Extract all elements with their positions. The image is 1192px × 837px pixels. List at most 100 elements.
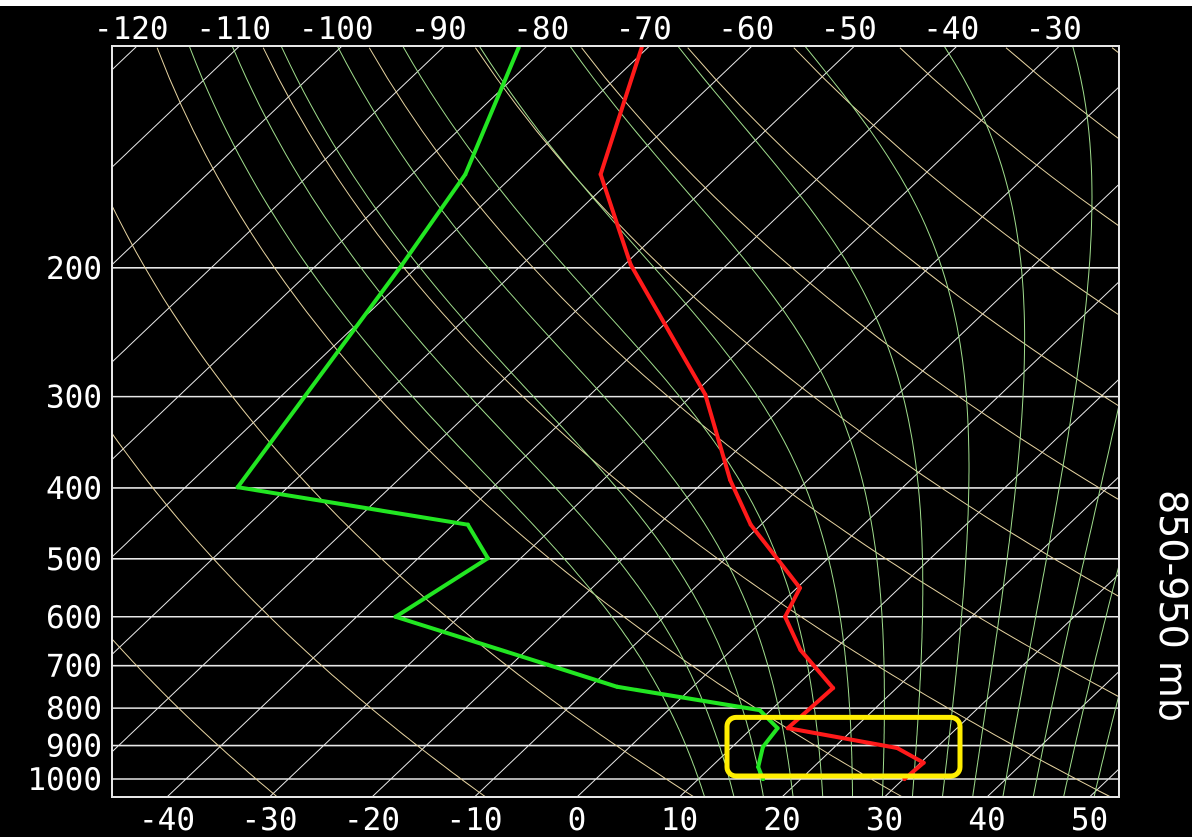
- temperature-segment: [748, 522, 802, 590]
- moist-adiabat-line: [1032, 402, 1119, 797]
- pressure-tick-label: 800: [46, 691, 102, 727]
- dewpoint-point: [545, 662, 550, 667]
- dewpoint-segment: [393, 556, 490, 619]
- dewpoint-point: [485, 556, 490, 561]
- temperature-point: [798, 647, 803, 652]
- pressure-tick-label: 1000: [27, 762, 102, 798]
- isotherm-line: [371, 86, 1119, 797]
- temperature-point: [895, 745, 900, 750]
- dry-adiabat-line: [112, 432, 487, 797]
- highlight-box-850-950mb: [724, 714, 963, 779]
- pressure-tick-label: 200: [46, 251, 102, 287]
- dewpoint-segment: [615, 684, 762, 713]
- temperature-point: [748, 522, 753, 527]
- isotherm-line: [576, 281, 1119, 797]
- moist-adiabat-line: [1093, 693, 1119, 797]
- dewpoint-point: [760, 744, 765, 749]
- dewpoint-point: [400, 262, 405, 267]
- dewpoint-point: [393, 614, 398, 619]
- isotherm-line: [883, 573, 1119, 797]
- bottom-temperature-tick-label: 30: [866, 802, 903, 837]
- dewpoint-segment: [465, 522, 490, 561]
- dewpoint-point: [756, 765, 761, 770]
- temperature-segment: [598, 46, 644, 177]
- isotherm-line: [268, 46, 1061, 797]
- temperature-segment: [785, 726, 900, 750]
- temperature-segment: [895, 745, 926, 765]
- isotherm-line: [112, 46, 343, 266]
- dry-adiabat-line: [0, 48, 70, 798]
- pressure-tick-label: 600: [46, 600, 102, 636]
- dewpoint-point: [235, 485, 240, 490]
- top-temperature-tick-label: -110: [196, 11, 271, 47]
- pressure-tick-label: 500: [46, 542, 102, 578]
- dewpoint-segment: [393, 614, 550, 667]
- temperature-point: [783, 614, 788, 619]
- pressure-tick-label: 400: [46, 471, 102, 507]
- temperature-point: [728, 477, 733, 482]
- temperature-point: [831, 686, 836, 691]
- moist-adiabat-line: [336, 46, 794, 797]
- diagram-grid: [0, 31, 1119, 798]
- isotherm-line: [781, 475, 1119, 797]
- dry-adiabat-line: [687, 47, 1119, 407]
- temperature-point: [921, 760, 926, 765]
- temperature-point: [628, 262, 633, 267]
- pressure-tick-label: 300: [46, 380, 102, 416]
- sounding-series: [235, 46, 926, 781]
- temperature-segment: [598, 172, 633, 267]
- top-temperature-tick-label: -50: [821, 11, 877, 47]
- bottom-temperature-tick-label: 20: [763, 802, 800, 837]
- temperature-segment: [628, 262, 708, 397]
- isotherm-line: [112, 46, 548, 461]
- plot-frame: [111, 45, 1120, 798]
- dry-adiabat-line: [112, 204, 696, 797]
- dry-adiabat-line: [156, 47, 904, 797]
- isotherm-line: [678, 378, 1119, 797]
- dry-adiabat-line: [474, 47, 1119, 598]
- moist-adiabat-line: [677, 46, 924, 797]
- dry-adiabat-line: [262, 47, 1112, 797]
- isotherm-line: [112, 46, 753, 656]
- bottom-temperature-tick-label: 0: [568, 802, 587, 837]
- bottom-temperature-tick-label: -40: [139, 802, 195, 837]
- top-temperature-tick-label: -30: [1026, 11, 1082, 47]
- bottom-temperature-tick-label: 50: [1071, 802, 1108, 837]
- temperature-segment: [703, 392, 733, 482]
- temperature-point: [797, 585, 802, 590]
- isotherm-line: [112, 46, 241, 168]
- dry-adiabat-line: [793, 47, 1119, 316]
- pressure-tick-label: 900: [46, 729, 102, 765]
- moist-adiabat-line: [188, 46, 706, 797]
- top-temperature-tick-label: -80: [513, 11, 569, 47]
- top-temperature-tick-label: -90: [411, 11, 467, 47]
- dewpoint-point: [465, 522, 470, 527]
- moist-adiabat-line: [943, 46, 1026, 797]
- temperature-point: [703, 392, 708, 397]
- annotation-850-950-mb: 850-950 mb: [1151, 490, 1192, 722]
- isotherm-line: [0, 31, 50, 797]
- temperature-segment: [798, 647, 836, 691]
- dry-adiabat-line: [112, 638, 279, 797]
- dewpoint-segment: [400, 172, 468, 267]
- isotherm-line: [112, 46, 651, 558]
- dewpoint-segment: [463, 46, 521, 177]
- top-temperature-tick-label: -70: [616, 11, 672, 47]
- temperature-point: [785, 726, 790, 731]
- isotherm-line: [166, 46, 958, 797]
- moist-adiabat-line: [1063, 563, 1119, 797]
- isotherm-line: [112, 46, 856, 753]
- top-temperature-tick-label: -100: [299, 11, 374, 47]
- bottom-temperature-tick-label: -30: [242, 802, 298, 837]
- dewpoint-segment: [235, 485, 470, 527]
- top-temperature-tick-label: -60: [718, 11, 774, 47]
- dewpoint-point: [615, 684, 620, 689]
- temperature-segment: [785, 686, 836, 731]
- moist-adiabat-line: [804, 46, 970, 797]
- dewpoint-point: [757, 708, 762, 713]
- bottom-temperature-tick-label: 40: [968, 802, 1005, 837]
- temperature-segment: [783, 614, 803, 652]
- dewpoint-point: [463, 172, 468, 177]
